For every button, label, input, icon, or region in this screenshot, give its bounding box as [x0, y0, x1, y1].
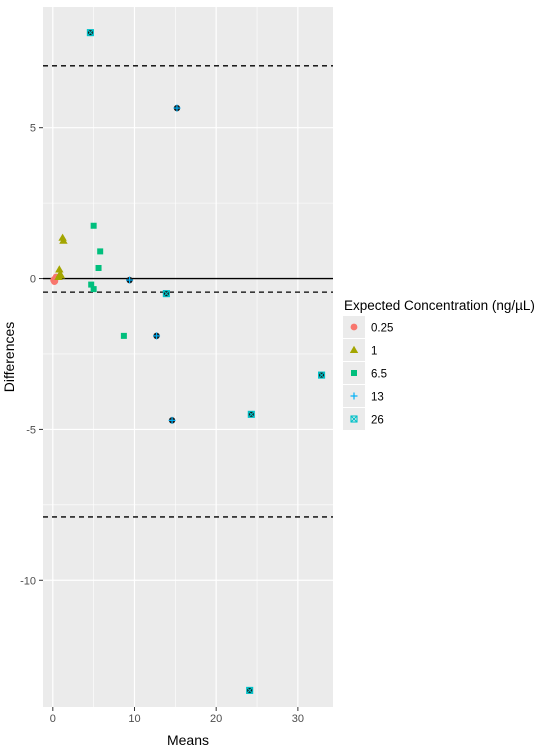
- legend-key-13: [350, 392, 358, 400]
- legend: Expected Concentration (ng/µL) 0.25 1 6.5 1…: [343, 298, 535, 430]
- legend-key-1: [349, 345, 359, 353]
- data-point-6-5: [88, 281, 95, 288]
- marker-x2: [247, 410, 255, 418]
- x-tick-label: 30: [292, 713, 304, 725]
- marker-box: [162, 290, 170, 298]
- marker-circle: [350, 323, 358, 331]
- data-points: [50, 29, 326, 694]
- data-point-1: [59, 236, 68, 244]
- marker-x2: [162, 290, 170, 298]
- data-point-13: [168, 416, 176, 424]
- marker-square: [90, 222, 97, 229]
- y-tick-label: 0: [30, 274, 36, 286]
- legend-key-6-5: [351, 370, 357, 376]
- marker-x2: [246, 687, 254, 694]
- data-point-6-5: [90, 222, 97, 229]
- x-tick-label: 20: [210, 713, 222, 725]
- legend-key-0-25: [350, 323, 358, 331]
- marker-square: [90, 286, 97, 293]
- data-point-13: [126, 276, 134, 284]
- marker-square: [120, 332, 127, 339]
- legend-title: Expected Concentration (ng/µL): [344, 298, 535, 313]
- data-point-6-5: [90, 286, 97, 293]
- y-axis-title: Differences: [1, 322, 17, 393]
- marker-triangle: [349, 345, 359, 353]
- marker-x2: [350, 415, 358, 423]
- data-point-26: [246, 686, 254, 694]
- marker-box: [86, 29, 94, 37]
- x-axis-title: Means: [167, 732, 209, 748]
- marker-x2: [86, 29, 94, 37]
- marker-square: [351, 370, 357, 376]
- legend-key-26: [350, 415, 358, 423]
- data-point-26: [318, 371, 326, 379]
- data-point-6-5: [95, 264, 102, 271]
- x-tick-label: 10: [128, 713, 140, 725]
- y-tick-label: -10: [20, 575, 36, 587]
- data-point-13: [173, 104, 181, 112]
- x-tick-label: 0: [50, 713, 56, 725]
- data-point-26: [86, 29, 94, 37]
- data-point-26: [247, 410, 255, 418]
- legend-label: 0.25: [371, 323, 393, 335]
- data-point-26: [162, 290, 170, 298]
- marker-box: [318, 371, 326, 379]
- marker-triangle: [56, 271, 66, 279]
- marker-box: [350, 415, 358, 423]
- marker-square: [88, 281, 95, 288]
- data-point-13: [153, 332, 161, 340]
- data-point-1: [56, 271, 66, 279]
- marker-square: [97, 248, 104, 255]
- panel-background: [43, 7, 333, 707]
- marker-box: [247, 410, 255, 418]
- data-point-6-5: [97, 248, 104, 255]
- legend-label: 26: [371, 415, 384, 427]
- marker-box: [246, 686, 254, 694]
- data-point-6-5: [120, 332, 127, 339]
- legend-label: 1: [371, 346, 377, 358]
- marker-square: [95, 264, 102, 271]
- reference-lines: [43, 65, 333, 518]
- marker-triangle: [59, 236, 68, 244]
- legend-label: 6.5: [371, 369, 387, 381]
- data-point-1: [55, 265, 64, 273]
- y-tick-label: -5: [26, 424, 36, 436]
- marker-x2: [318, 371, 325, 379]
- y-tick-label: 5: [30, 123, 36, 135]
- legend-label: 13: [371, 392, 384, 404]
- marker-triangle: [55, 265, 64, 273]
- axes: 0 10 20 30 5 0 -5 -10: [20, 123, 304, 725]
